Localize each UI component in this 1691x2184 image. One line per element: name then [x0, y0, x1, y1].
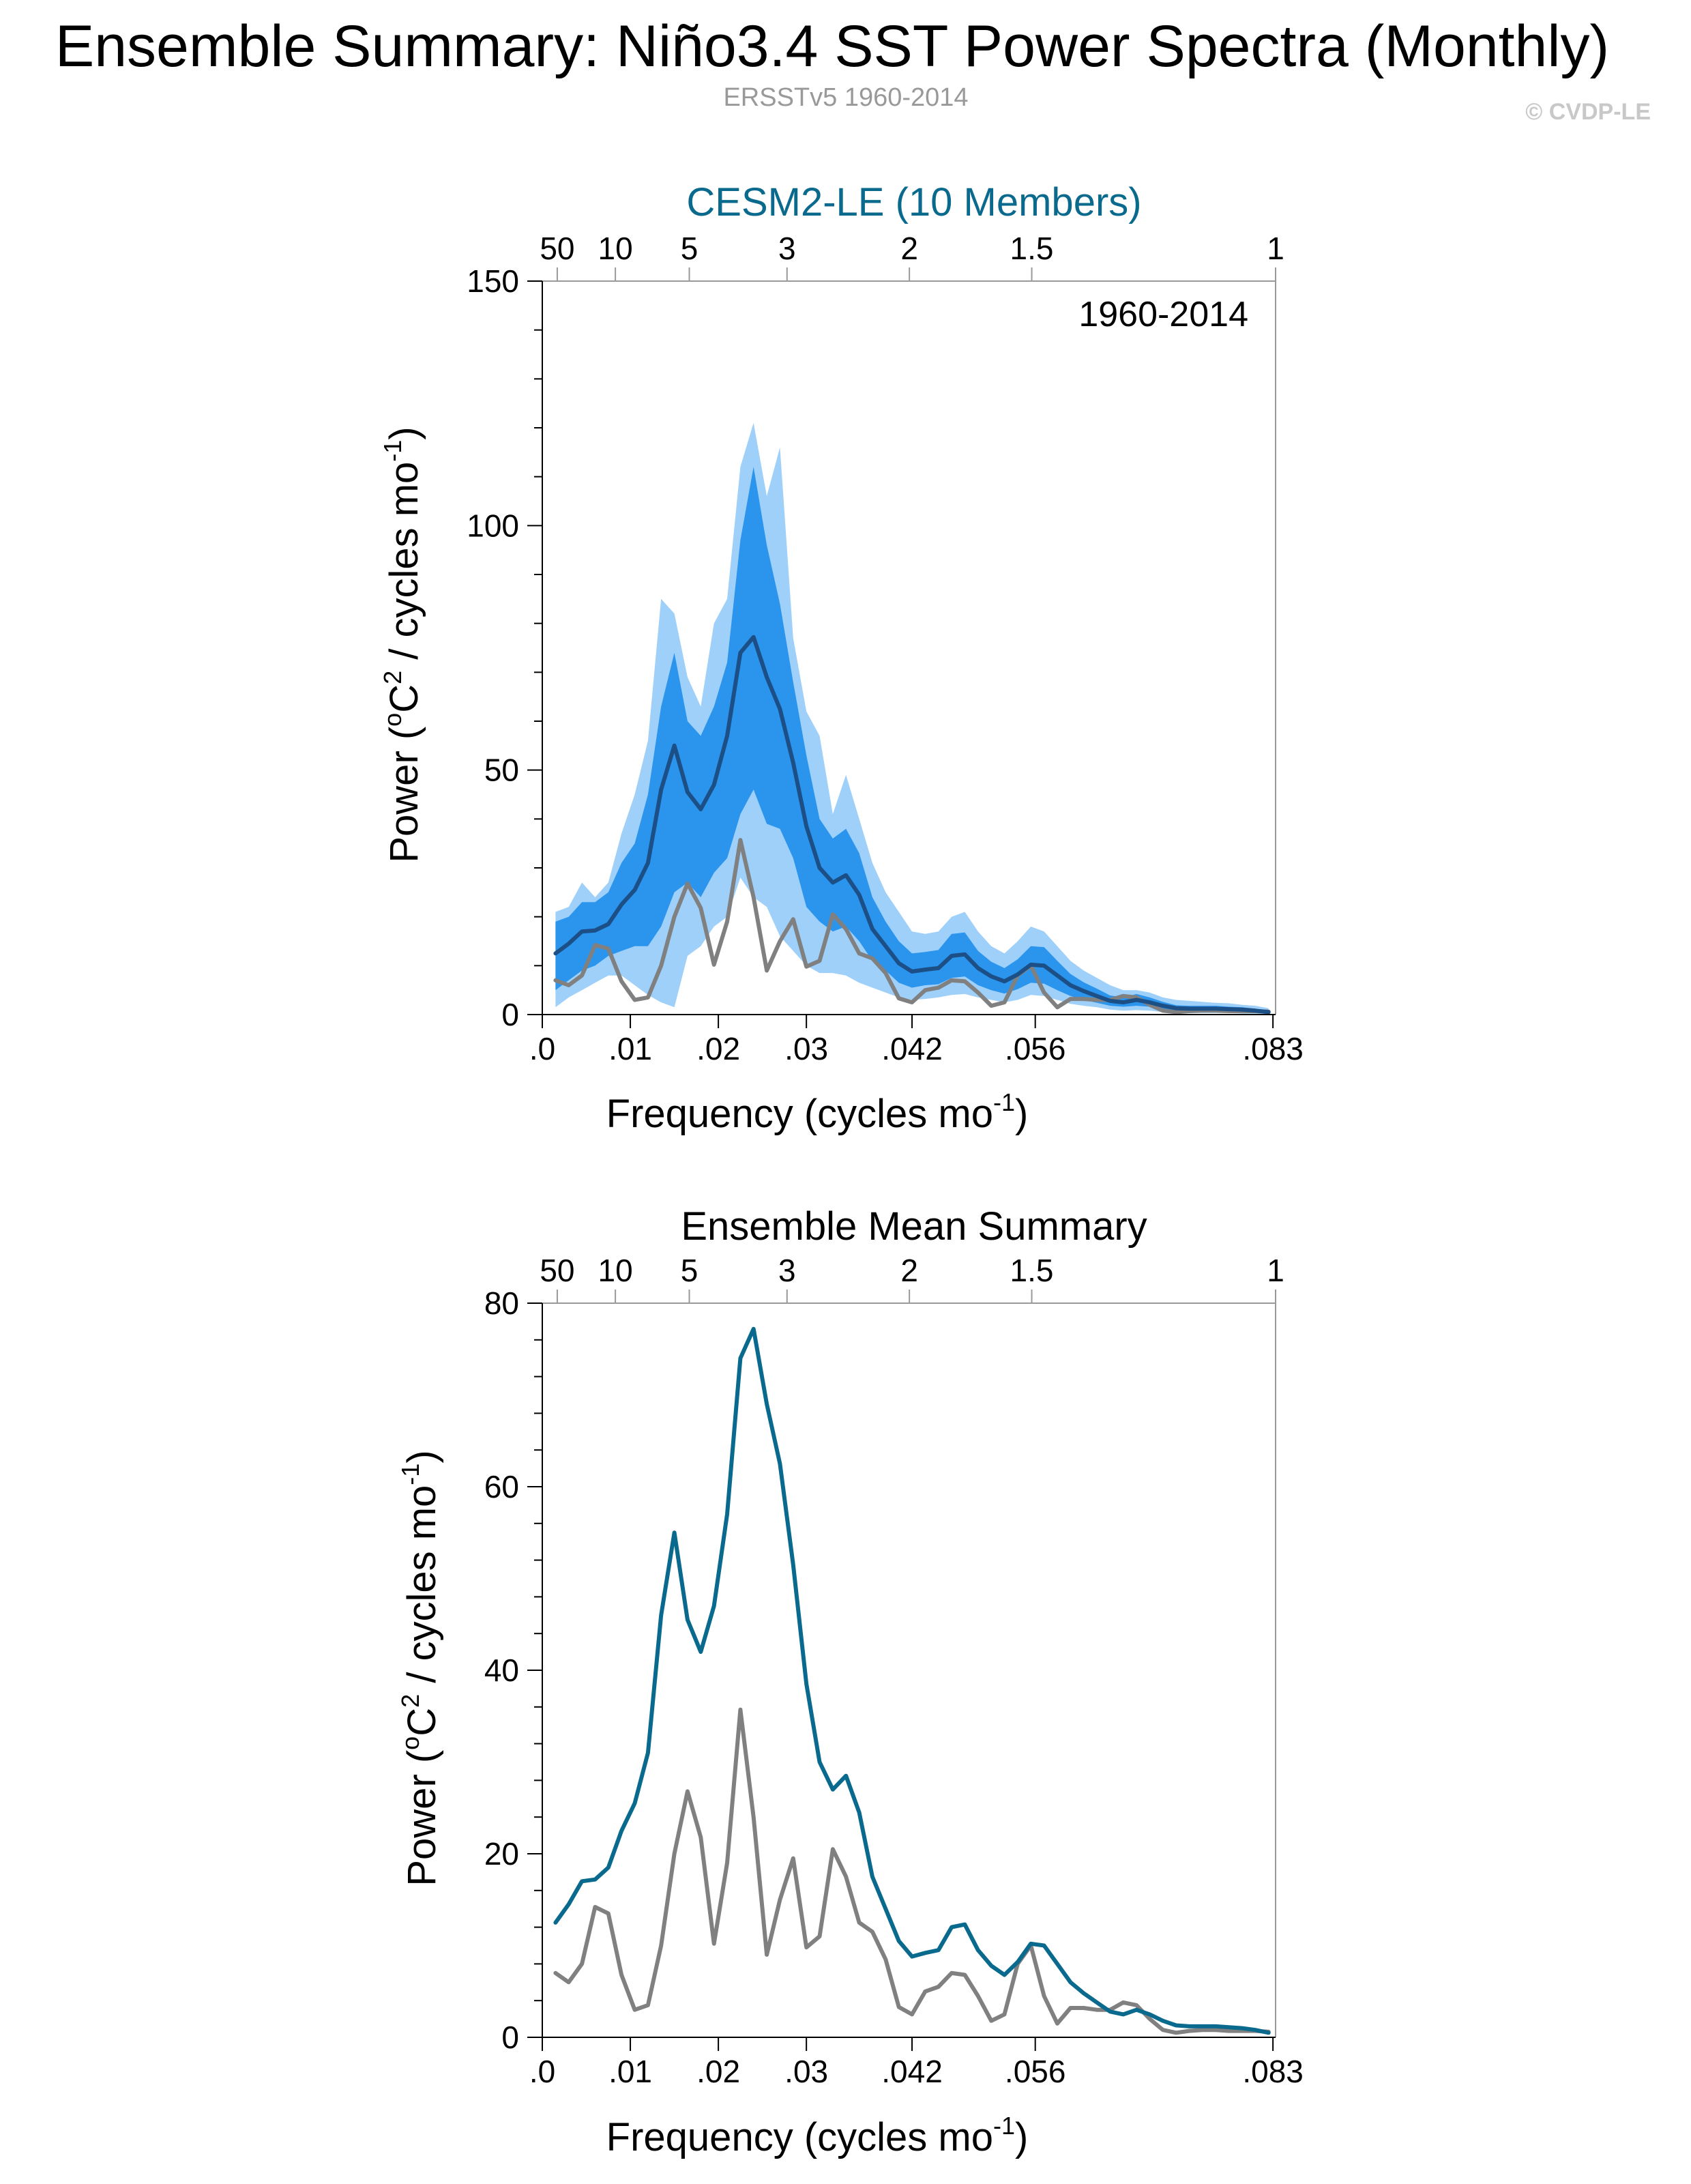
chart2-period-tick-label: 5: [681, 1253, 699, 1288]
chart1-period-annotation: 1960-2014: [1078, 295, 1248, 334]
chart2-title: Ensemble Mean Summary: [681, 1204, 1147, 1249]
chart2-series-cesm2-le-ensemble-mean: [553, 1326, 1271, 2035]
chart2-x-tick-label: .056: [1005, 2054, 1066, 2089]
chart1-period-tick-label: 10: [598, 231, 633, 266]
chart2-period-tick-label: 2: [900, 1253, 918, 1288]
chart1-y-axis-label-degree: o: [379, 713, 407, 727]
chart1-y-axis-label-close: ): [382, 426, 426, 439]
chart1-y-axis-label-exponent: -1: [379, 440, 407, 462]
chart1-x-tick-label: .083: [1242, 1031, 1304, 1066]
chart1-axes: 0 50 100 150 .0 .01 .02 .03 .042 .056 .083 50 10 5 3 2 1…: [467, 231, 1304, 1066]
chart2-x-axis-label-main: Frequency (cycles mo: [606, 2115, 993, 2159]
chart2-x-tick-label: .02: [696, 2054, 740, 2089]
chart1-y-axis-label-post: / cycles mo: [382, 462, 426, 671]
chart1-x-axis-label: Frequency (cycles mo-1): [606, 1088, 1029, 1136]
chart2-x-tick-label: .01: [608, 2054, 652, 2089]
chart1-x-tick-label: .02: [696, 1031, 740, 1066]
chart2-y-axis-label-post: / cycles mo: [400, 1485, 444, 1694]
chart-cesm2-le-spectra: CESM2-LE (10 Members) 1960-2014 05010015…: [379, 180, 1304, 1136]
chart2-x-tick-label: .042: [881, 2054, 943, 2089]
page-title: Ensemble Summary: Niño3.4 SST Power Spec…: [55, 14, 1609, 79]
chart2-y-tick-label: 20: [484, 1836, 519, 1872]
chart1-x-tick-label: .01: [608, 1031, 652, 1066]
chart1-period-tick-label: 50: [540, 231, 574, 266]
chart2-x-tick-label: .03: [784, 2054, 828, 2089]
chart2-y-tick-label: 40: [484, 1652, 519, 1688]
chart1-period-tick-label: 1.5: [1010, 231, 1054, 266]
chart2-x-axis-label: Frequency (cycles mo-1): [606, 2112, 1029, 2159]
chart2-period-tick-label: 3: [778, 1253, 796, 1288]
chart2-period-tick-label: 1.5: [1010, 1253, 1054, 1288]
chart1-y-tick-label: 100: [467, 508, 519, 543]
chart1-band-inner-range: [555, 467, 1269, 1013]
chart1-x-axis-label-close: ): [1015, 1092, 1028, 1136]
chart1-x-tick-label: .042: [881, 1031, 943, 1066]
chart1-series-ensemble-mean: [553, 635, 1271, 1015]
chart1-period-tick-label: 2: [900, 231, 918, 266]
chart1-bands: [555, 422, 1269, 1015]
chart2-x-tick-label: .083: [1242, 2054, 1304, 2089]
chart1-band-outer-range: [555, 422, 1269, 1015]
chart2-y-axis-label-pre: Power (: [400, 1750, 444, 1887]
chart2-lines: [553, 1326, 1271, 2035]
chart2-period-tick-label: 1: [1267, 1253, 1284, 1288]
chart1-x-axis-label-main: Frequency (cycles mo: [606, 1092, 993, 1136]
chart1-y-axis-label: Power (oC2 / cycles mo-1): [379, 426, 426, 862]
chart2-y-tick-label: 80: [484, 1285, 519, 1321]
chart2-y-axis-label: Power (oC2 / cycles mo-1): [396, 1450, 444, 1886]
chart1-lines: [553, 635, 1271, 1015]
chart1-y-tick-label: 150: [467, 263, 519, 299]
chart2-y-axis-label-unit: C: [400, 1708, 444, 1736]
chart2-axes: 0 20 40 60 80 .0 .01 .02 .03 .042 .056 .083 50 10 5 3 2 1…: [484, 1253, 1304, 2089]
page-subtitle: ERSSTv5 1960-2014: [723, 83, 968, 112]
chart2-y-tick-label: 0: [501, 2020, 519, 2055]
chart2-x-axis-label-exponent: -1: [993, 2112, 1015, 2140]
chart2-y-axis-label-degree: o: [396, 1736, 424, 1750]
chart1-period-tick-label: 5: [681, 231, 699, 266]
chart1-y-tick-label: 0: [501, 997, 519, 1032]
chart2-period-tick-label: 50: [540, 1253, 574, 1288]
chart2-x-axis-label-close: ): [1015, 2115, 1028, 2159]
chart1-y-axis-label-square: 2: [379, 671, 407, 684]
chart-ensemble-mean-summary: Ensemble Mean Summary 0 20 40 60 80 .0 .01 .02.…: [396, 1204, 1304, 2159]
chart1-x-tick-label: .03: [784, 1031, 828, 1066]
chart1-period-tick-label: 1: [1267, 231, 1284, 266]
chart1-y-axis-label-pre: Power (: [382, 727, 426, 863]
chart1-x-tick-label: .0: [529, 1031, 555, 1066]
chart1-period-tick-label: 3: [778, 231, 796, 266]
chart2-x-tick-label: .0: [529, 2054, 555, 2089]
chart1-series-ersstv5: [553, 838, 1271, 1015]
chart1-title: CESM2-LE (10 Members): [686, 180, 1141, 224]
chart1-y-tick-label: 50: [484, 753, 519, 788]
chart1-y-axis-label-unit: C: [382, 684, 426, 713]
copyright-label: © CVDP-LE: [1525, 99, 1651, 125]
chart1-x-axis-label-exponent: -1: [993, 1088, 1015, 1116]
chart2-series-ersstv5: [553, 1707, 1271, 2035]
chart2-y-axis-label-exponent: -1: [396, 1464, 424, 1485]
chart2-period-tick-label: 10: [598, 1253, 633, 1288]
chart2-y-axis-label-square: 2: [396, 1694, 424, 1708]
chart2-y-tick-label: 60: [484, 1469, 519, 1504]
chart1-x-tick-label: .056: [1005, 1031, 1066, 1066]
chart2-y-axis-label-close: ): [400, 1450, 444, 1463]
